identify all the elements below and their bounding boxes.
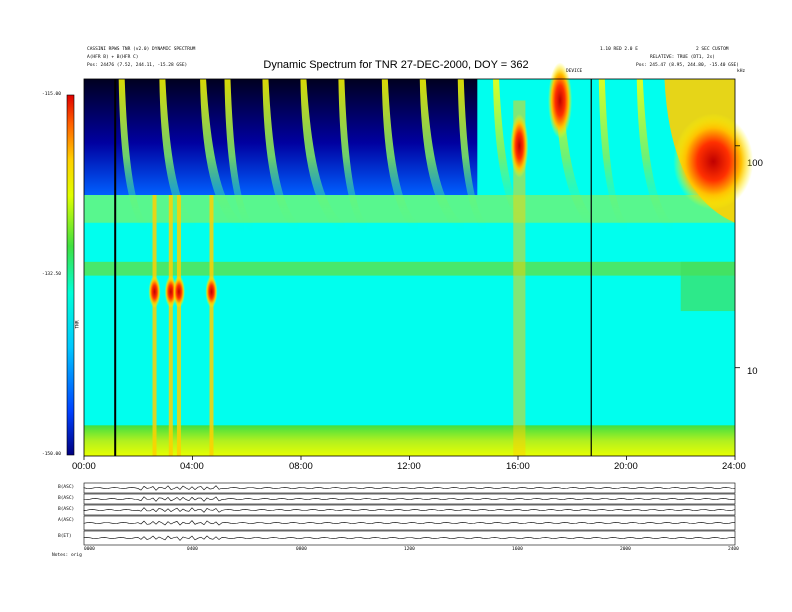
burst-hotspot (172, 275, 185, 308)
x-tick-0400: 04:00 (180, 461, 204, 472)
colorbar-border (66, 94, 75, 456)
x-tick-1200: 12:00 (397, 461, 421, 472)
panel-label-1: B(ASC) (58, 485, 75, 490)
line-panel-trace (83, 485, 736, 491)
emission-fan (598, 79, 627, 235)
low-frequency-band (84, 425, 735, 456)
spectrogram (84, 62, 754, 457)
burst-hotspot (148, 275, 161, 308)
emission-21-block (680, 261, 735, 312)
bottom-x-tick-5: 2000 (620, 547, 631, 552)
bottom-x-tick-3: 1200 (404, 547, 415, 552)
bottom-x-tick-0: 0000 (84, 547, 95, 552)
mid-high-band (84, 195, 735, 223)
x-tick-0000: 00:00 (72, 461, 96, 472)
burst-column (209, 195, 214, 456)
high-frequency-dark-region (84, 79, 478, 196)
bottom-x-tick-1: 0400 (187, 547, 198, 552)
plot-frame (83, 78, 736, 457)
burst-column (176, 195, 181, 456)
line-panel-frame (83, 530, 736, 546)
line-panel-trace (83, 535, 736, 541)
colorbar-tick-top: -115.00 (42, 92, 61, 97)
unit-label: kHz (737, 69, 746, 74)
emission-fan (224, 79, 253, 235)
bottom-x-tick-6: 2400 (728, 547, 739, 552)
line-panel-trace (83, 496, 736, 502)
header-right-line3: RELATIVE: TRUE (DT1, 2s) (650, 55, 716, 60)
x-tick-1600: 16:00 (506, 461, 530, 472)
colorbar-tick-bottom: -150.00 (42, 452, 61, 457)
panel-label-3: B(ASC) (58, 507, 75, 512)
header-right-line1: 1.10 RED 2.0 E (600, 47, 638, 52)
mid-band (84, 261, 735, 276)
line-panel-trace (83, 520, 736, 526)
x-tick-2400: 24:00 (722, 461, 746, 472)
line-panel-trace (83, 507, 736, 513)
bottom-x-tick-4: 1600 (512, 547, 523, 552)
emission-fan (338, 79, 367, 235)
emission-fan (118, 79, 147, 235)
panel-label-5: B(ET) (58, 534, 72, 539)
event-17-hotspot (548, 62, 573, 139)
emission-fan (457, 79, 486, 235)
colorbar-tick-mid: -132.50 (42, 272, 61, 277)
footer-label: Notes: orig (52, 553, 82, 558)
header-right-line4: Pos: 245.47 (8.95, 244.80, -15.40 GSE) (636, 63, 739, 68)
event-16-column (513, 100, 526, 457)
colorbar (67, 95, 74, 455)
header-left-line2: A(HFR B) + B(HFR C) (87, 55, 139, 60)
marker-label: DEVICE (566, 69, 583, 74)
chart-title: Dynamic Spectrum for TNR 27-DEC-2000, DO… (263, 59, 529, 71)
burst-column (152, 195, 157, 456)
header-left-line3: Pos: 24476 (7.52, 244.11, -15.28 GSE) (87, 63, 188, 68)
burst-column (168, 195, 173, 456)
event-16-hotspot (510, 113, 529, 178)
panel-label-2: B(ASC) (58, 496, 75, 501)
y-tick-10: 10 (747, 366, 758, 377)
x-tick-2000: 20:00 (614, 461, 638, 472)
y-tick-100: 100 (747, 158, 763, 169)
spectrogram-marks (83, 79, 740, 460)
bottom-x-tick-2: 0800 (296, 547, 307, 552)
burst-hotspot (205, 275, 218, 308)
emission-21-hotspot (673, 113, 754, 210)
header-left-line1: CASSINI RPWS TNR (v2.0) DYNAMIC SPECTRUM (87, 47, 196, 52)
panel-label-4: A(ASC) (58, 518, 75, 523)
x-tick-0800: 08:00 (289, 461, 313, 472)
header-right-line2: 2 SEC CUSTOM (696, 47, 729, 52)
bottom-panels (83, 482, 736, 546)
